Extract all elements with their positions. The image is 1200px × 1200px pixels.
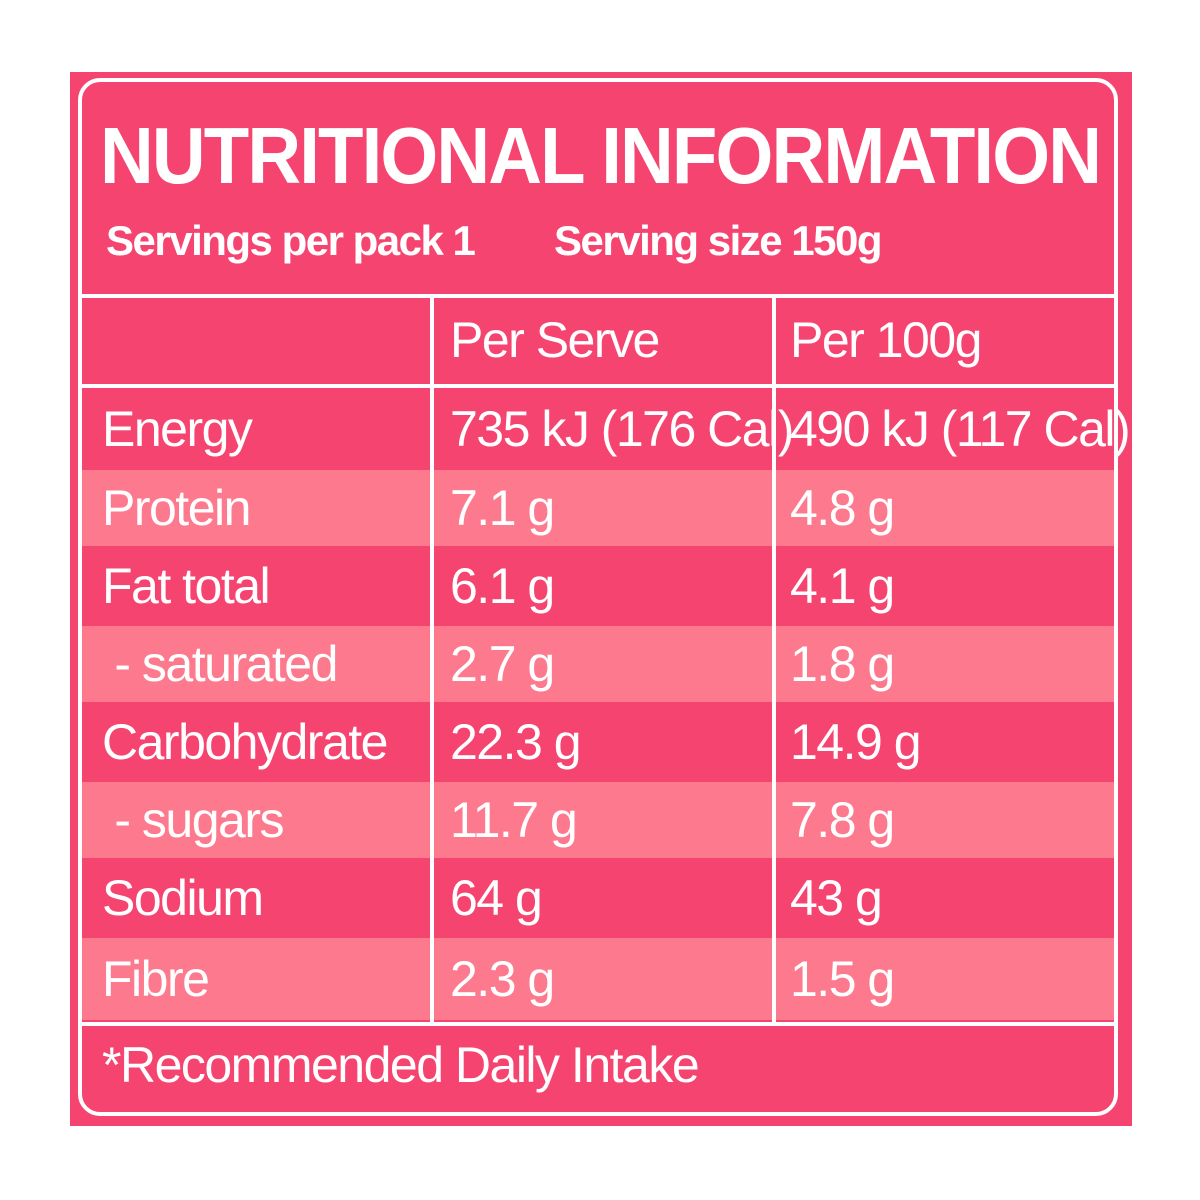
nutrient-name: - sugars bbox=[102, 792, 284, 848]
per-100g-value: 14.9 g bbox=[790, 714, 922, 770]
nutrient-name: Fat total bbox=[102, 558, 271, 614]
nutrient-name: Sodium bbox=[102, 870, 264, 926]
nutrient-name: Carbohydrate bbox=[102, 714, 388, 770]
nutrient-name: - saturated bbox=[102, 636, 338, 692]
table-row: - saturated 2.7 g 1.8 g bbox=[82, 626, 1114, 702]
table-row: Carbohydrate 22.3 g 14.9 g bbox=[82, 704, 1114, 780]
per-serve-value: 64 g bbox=[450, 870, 543, 926]
serving-size: Serving size 150g bbox=[554, 217, 883, 264]
nutrient-name: Fibre bbox=[102, 951, 210, 1007]
per-100g-value: 490 kJ (117 Cal) bbox=[790, 401, 1131, 457]
per-100g-value: 43 g bbox=[790, 870, 883, 926]
servings-per-pack: Servings per pack 1 bbox=[106, 217, 476, 264]
table-row: Sodium 64 g 43 g bbox=[82, 860, 1114, 936]
per-100g-value: 1.5 g bbox=[790, 951, 895, 1007]
divider-line bbox=[78, 1022, 1118, 1026]
nutrition-title: NUTRITIONAL INFORMATION bbox=[100, 111, 1102, 200]
per-serve-value: 22.3 g bbox=[450, 714, 582, 770]
per-100g-value: 1.8 g bbox=[790, 636, 895, 692]
per-serve-value: 2.7 g bbox=[450, 636, 555, 692]
per-100g-value: 7.8 g bbox=[790, 792, 895, 848]
per-serve-value: 7.1 g bbox=[450, 480, 555, 536]
table-row: - sugars 11.7 g 7.8 g bbox=[82, 782, 1114, 858]
footnote: *Recommended Daily Intake bbox=[102, 1037, 700, 1093]
table-row: Energy 735 kJ (176 Cal) 490 kJ (117 Cal) bbox=[82, 390, 1131, 468]
table-row: Fibre 2.3 g 1.5 g bbox=[82, 938, 1114, 1020]
table-row: Protein 7.1 g 4.8 g bbox=[82, 470, 1114, 546]
per-100g-value: 4.1 g bbox=[790, 558, 895, 614]
per-serve-value: 2.3 g bbox=[450, 951, 555, 1007]
header-per-serve: Per Serve bbox=[450, 312, 660, 368]
panel-border bbox=[78, 78, 1118, 1116]
nutrient-name: Energy bbox=[102, 401, 253, 457]
nutrition-panel: NUTRITIONAL INFORMATION Servings per pac… bbox=[70, 72, 1132, 1126]
table-row: Fat total 6.1 g 4.1 g bbox=[82, 548, 1114, 624]
divider-line bbox=[78, 294, 1118, 298]
column-divider bbox=[772, 294, 776, 1026]
table-header-row: Per Serve Per 100g bbox=[82, 300, 1114, 380]
column-divider bbox=[430, 294, 434, 1026]
header-per-100g: Per 100g bbox=[790, 312, 982, 368]
per-100g-value: 4.8 g bbox=[790, 480, 895, 536]
per-serve-value: 11.7 g bbox=[450, 792, 578, 848]
nutrient-name: Protein bbox=[102, 480, 251, 536]
per-serve-value: 735 kJ (176 Cal) bbox=[450, 401, 794, 457]
per-serve-value: 6.1 g bbox=[450, 558, 555, 614]
divider-line bbox=[78, 384, 1118, 388]
